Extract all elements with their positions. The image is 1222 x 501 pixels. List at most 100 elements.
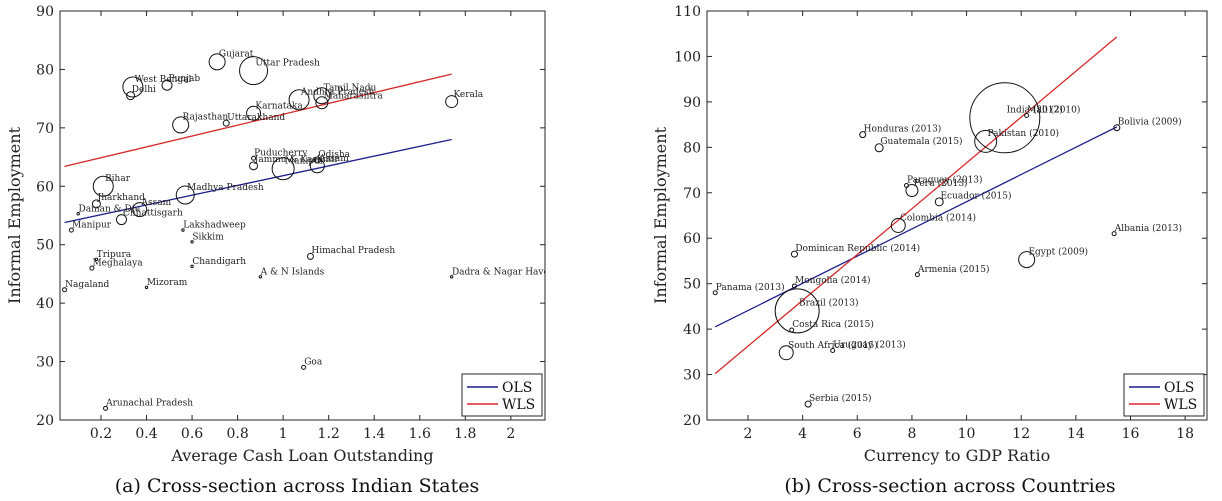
data-point <box>288 89 310 111</box>
x-tick-label: 0.4 <box>135 426 157 442</box>
x-tick-label: 18 <box>1176 426 1194 442</box>
legend-entry-wls: WLS <box>1164 397 1197 413</box>
data-point-label: Dominican Republic (2014) <box>795 243 920 254</box>
data-point <box>89 265 95 271</box>
data-point <box>208 53 226 71</box>
y-tick-label: 50 <box>683 277 701 293</box>
data-point <box>309 158 325 174</box>
data-point-label: Arunachal Pradesh <box>105 399 193 409</box>
data-point-label: Chandigarh <box>192 257 246 267</box>
data-point <box>239 56 269 86</box>
y-tick-label: 60 <box>36 179 54 195</box>
data-point <box>778 345 794 361</box>
data-point <box>859 131 867 139</box>
data-point-label: Jharkhand <box>97 193 145 203</box>
legend-box <box>1123 373 1205 417</box>
data-point <box>306 252 314 260</box>
data-point <box>271 157 295 181</box>
data-point-label: Rajasthan <box>182 113 228 123</box>
data-point-label: West Bengal <box>135 75 192 85</box>
y-tick-label: 80 <box>36 62 54 78</box>
data-point-label: Lakshadweep <box>183 221 246 231</box>
regression-line-wls <box>64 73 452 168</box>
data-point-label: Manipur <box>72 220 112 230</box>
data-point-label: Goa <box>304 358 323 368</box>
x-tick-label: 8 <box>907 426 916 442</box>
data-point-label: Puducherry <box>254 148 308 158</box>
data-point-label: Guatemala (2015) <box>880 136 962 147</box>
x-tick-label: 1.6 <box>409 426 431 442</box>
data-point <box>789 327 795 333</box>
data-point-label: Assam <box>318 154 349 164</box>
data-point-label: Mongolia (2014) <box>795 275 871 286</box>
y-tick-label: 60 <box>683 231 701 247</box>
x-tick-label: 10 <box>958 426 976 442</box>
data-point-label: Costa Rica (2015) <box>792 319 874 330</box>
data-point <box>103 405 109 411</box>
data-point-label: Albania (2013) <box>1114 223 1182 234</box>
data-point-label: Gujarat <box>219 50 254 60</box>
x-axis-label: Average Cash Loan Outstanding <box>170 446 433 465</box>
data-point <box>449 275 454 279</box>
data-point-label: Brazil (2013) <box>799 298 859 309</box>
data-point <box>934 197 944 207</box>
legend-entry-ols: OLS <box>1164 380 1194 396</box>
x-tick-label: 2 <box>744 426 753 442</box>
data-point <box>774 288 820 334</box>
data-point-label: Ecuador (2015) <box>940 190 1011 201</box>
data-point-label: Dadra & Nagar Haveli <box>452 267 555 277</box>
x-tick-label: 1.4 <box>363 426 385 442</box>
data-point <box>969 82 1041 154</box>
data-point <box>190 240 194 244</box>
data-point-label: Assam <box>140 198 171 208</box>
data-point <box>313 87 331 105</box>
x-tick-label: 16 <box>1122 426 1140 442</box>
data-point <box>251 155 257 161</box>
data-point-label: Kerala <box>453 90 483 100</box>
data-point-label: Egypt (2009) <box>1028 246 1088 257</box>
y-tick-label: 90 <box>36 4 54 20</box>
x-tick-label: 0.8 <box>226 426 248 442</box>
data-point-label: Uruguay (2013) <box>833 340 905 351</box>
regression-line-ols <box>714 126 1118 328</box>
data-point-label: Manipur <box>285 157 325 167</box>
chart-b-countries: 2 4 6 8 10 12 14 16 18 20 30 40 50 60 70 80 90 100 110 Curr… <box>651 4 1208 497</box>
data-point-label: Panama (2013) <box>716 282 785 293</box>
data-point-label: Jammu & Kashmir <box>254 155 339 165</box>
data-point <box>804 400 812 408</box>
data-point <box>94 257 99 262</box>
data-point-label: Mizoram <box>147 278 188 288</box>
data-point-label: A & N Islands <box>260 267 325 277</box>
x-tick-label: 0.2 <box>90 426 112 442</box>
data-point <box>1024 113 1030 119</box>
regression-line-wls <box>714 36 1118 375</box>
plot-frame <box>706 10 1208 421</box>
data-point-label: Himachal Pradesh <box>311 246 395 256</box>
data-point <box>181 228 185 232</box>
data-point <box>974 129 998 153</box>
data-point <box>905 184 919 198</box>
data-point-label: Armenia (2015) <box>917 264 990 275</box>
data-point-label: Paraguay (2013) <box>907 175 982 186</box>
data-point <box>76 212 80 216</box>
data-point-label: South Africa (2015) <box>788 340 878 351</box>
data-point-label: India (2012) <box>1007 105 1063 116</box>
data-point <box>249 161 259 171</box>
x-axis-label: Currency to GDP Ratio <box>864 446 1050 465</box>
data-point-label: Pakistan (2010) <box>987 128 1059 139</box>
data-point <box>222 119 230 127</box>
data-point-label: Andhra Pradesh <box>300 88 375 98</box>
data-point-label: Maharashtra <box>324 91 384 101</box>
data-point-label: Nagaland <box>65 280 109 290</box>
data-point-label: Tamil Nadu <box>324 84 377 94</box>
data-point-label: Odisha <box>318 150 350 160</box>
y-tick-label: 30 <box>36 355 54 371</box>
data-point-label: Honduras (2013) <box>864 123 942 134</box>
y-tick-label: 20 <box>36 413 54 429</box>
legend-box <box>461 373 543 417</box>
x-tick-label: 14 <box>1067 426 1085 442</box>
data-point <box>914 272 920 278</box>
data-point <box>190 264 194 269</box>
data-point-label: Punjab <box>169 74 201 84</box>
